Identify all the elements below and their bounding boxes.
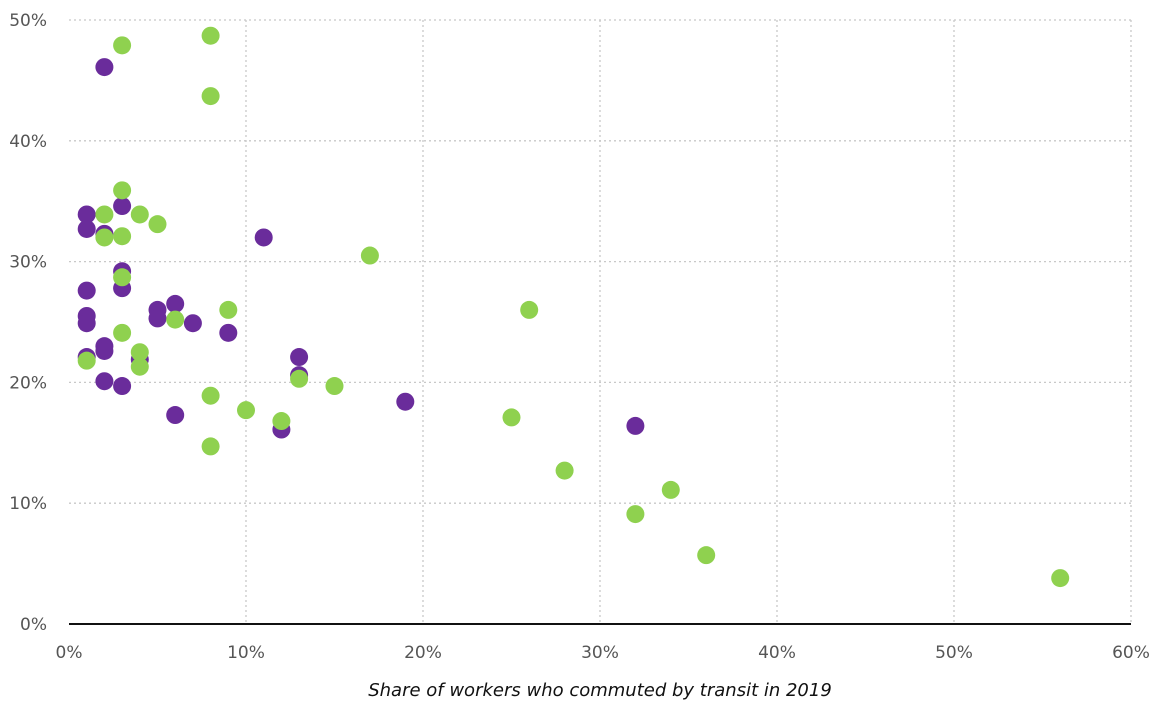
data-point — [626, 416, 645, 435]
data-point — [77, 219, 96, 238]
data-point — [113, 268, 132, 287]
data-point — [254, 228, 273, 247]
data-point — [183, 314, 202, 333]
grid-lines — [69, 19, 1132, 624]
data-point — [201, 26, 220, 45]
data-point — [166, 406, 185, 425]
data-point — [77, 205, 96, 224]
data-point — [95, 372, 114, 391]
data-point — [555, 461, 574, 480]
data-point — [77, 351, 96, 370]
data-point — [626, 505, 645, 524]
x-axis-title: Share of workers who commuted by transit… — [368, 680, 832, 701]
data-point — [113, 197, 132, 216]
data-point — [290, 369, 309, 388]
data-point — [130, 205, 149, 224]
data-point — [219, 300, 238, 319]
data-point — [396, 392, 415, 411]
data-point — [290, 348, 309, 367]
x-axis-ticks: 0% 10% 20% 30% 40% 50% 60% — [56, 643, 1150, 663]
y-tick-label: 50% — [9, 11, 47, 31]
y-tick-label: 20% — [9, 373, 47, 393]
x-tick-label: 50% — [935, 643, 973, 663]
y-tick-label: 40% — [9, 132, 47, 152]
data-point — [148, 309, 167, 328]
data-point — [113, 323, 132, 342]
y-tick-label: 10% — [9, 494, 47, 514]
data-point — [95, 228, 114, 247]
data-point — [95, 341, 114, 360]
data-point — [661, 480, 680, 499]
data-point — [502, 408, 521, 427]
data-point — [697, 546, 716, 565]
data-point — [113, 227, 132, 246]
y-tick-label: 30% — [9, 253, 47, 273]
data-point — [77, 281, 96, 300]
data-point — [113, 36, 132, 55]
data-point — [360, 246, 379, 265]
data-point — [237, 401, 255, 420]
data-point — [166, 310, 185, 329]
series-1 — [77, 58, 645, 439]
series-2 — [77, 26, 1070, 588]
data-point — [201, 87, 220, 106]
data-point — [520, 300, 539, 319]
x-tick-label: 60% — [1112, 643, 1150, 663]
data-point — [201, 437, 220, 456]
x-tick-label: 10% — [227, 643, 265, 663]
data-points — [77, 26, 1070, 588]
data-point — [95, 58, 114, 77]
x-tick-label: 20% — [404, 643, 442, 663]
y-axis-ticks: 0% 10% 20% 30% 40% 50% — [9, 11, 47, 635]
x-tick-label: 40% — [758, 643, 796, 663]
x-tick-label: 30% — [581, 643, 619, 663]
data-point — [130, 357, 149, 376]
data-point — [113, 377, 132, 396]
data-point — [272, 412, 291, 431]
x-tick-label: 0% — [56, 643, 83, 663]
data-point — [1051, 569, 1070, 588]
data-point — [219, 323, 238, 342]
data-point — [325, 377, 344, 396]
data-point — [201, 386, 220, 405]
data-point — [166, 294, 185, 313]
data-point — [148, 215, 167, 234]
data-point — [130, 343, 149, 362]
y-tick-label: 0% — [20, 615, 47, 635]
data-point — [113, 181, 132, 200]
data-point — [77, 314, 96, 333]
data-point — [95, 205, 114, 224]
